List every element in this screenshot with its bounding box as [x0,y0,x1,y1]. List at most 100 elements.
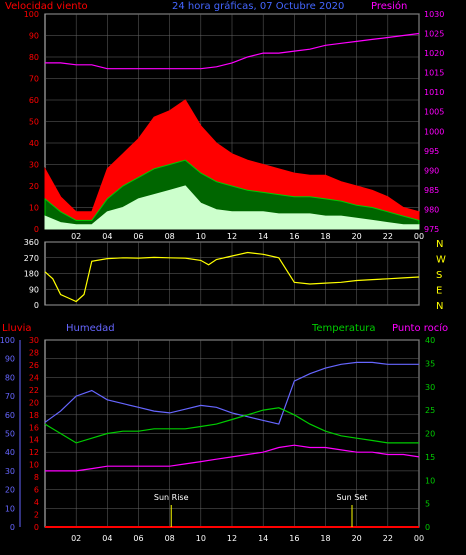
humidity-tick-label: 70 [5,392,15,401]
hour-tick-label: 06 [133,232,143,241]
humidity-tick-label: 0 [10,523,15,532]
pressure-tick-label: 1015 [424,69,444,78]
rain-tick-label: 12 [29,448,39,457]
humidity-tick-label: 10 [5,504,15,513]
chart-title: 24 hora gráficas, 07 Octubre 2020 [172,0,344,12]
hour-tick-label: 12 [227,534,237,543]
temperature-tick-label: 0 [425,523,430,532]
rain-tick-label: 4 [34,498,39,507]
pressure-tick-label: 1030 [424,10,444,19]
hour-tick-label: 02 [71,534,81,543]
wind-tick-label: 20 [29,182,39,191]
rain-tick-label: 2 [34,511,39,520]
wind-tick-label: 30 [29,161,39,170]
hour-tick-label: 10 [196,232,206,241]
hour-tick-label: 00 [414,534,424,543]
rain-tick-label: 26 [29,361,39,370]
sun-event-label: Sun Rise [154,493,189,502]
hour-tick-label: 06 [133,534,143,543]
humidity-tick-label: 90 [5,355,15,364]
temperature-tick-label: 10 [425,476,435,485]
rain-tick-label: 18 [29,411,39,420]
hour-tick-label: 04 [102,232,112,241]
compass-label: N [436,239,443,250]
temperature-tick-label: 40 [425,336,435,345]
temperature-tick-label: 5 [425,500,430,509]
compass-label: S [436,270,442,281]
pressure-axis-label: Presión [371,0,407,12]
temperature-tick-label: 30 [425,383,435,392]
direction-tick-label: 0 [34,301,39,310]
wind-tick-label: 100 [24,10,39,19]
temperature-axis-label: Temperatura [311,323,376,334]
hour-tick-label: 16 [289,232,299,241]
hour-tick-label: 08 [165,534,175,543]
direction-tick-label: 360 [24,238,39,247]
pressure-tick-label: 985 [424,186,439,195]
temperature-line [44,407,419,444]
pressure-tick-label: 980 [424,205,439,214]
humidity-line [44,361,419,425]
pressure-tick-label: 990 [424,166,439,175]
pressure-tick-label: 1010 [424,88,444,97]
compass-label: N [436,301,443,312]
hour-tick-label: 14 [258,534,268,543]
hour-tick-label: 18 [320,232,330,241]
dewpoint-axis-label: Punto rocío [392,322,448,334]
hour-tick-label: 04 [102,534,112,543]
humidity-tick-label: 50 [5,430,15,439]
direction-tick-label: 180 [24,270,39,279]
rain-tick-label: 24 [29,373,39,382]
hour-tick-label: 20 [352,534,362,543]
compass-label: W [436,255,446,266]
dewpoint-line [45,444,420,472]
rain-tick-label: 20 [29,398,39,407]
rain-axis-label: Lluvia [2,323,32,334]
humidity-tick-label: 60 [5,411,15,420]
direction-tick-label: 270 [24,254,39,263]
pressure-tick-label: 995 [424,147,439,156]
pressure-tick-label: 1000 [424,127,444,136]
hour-tick-label: 08 [165,232,175,241]
hour-tick-label: 00 [414,232,424,241]
wind-tick-label: 90 [29,32,39,41]
temperature-tick-label: 15 [425,453,435,462]
pressure-tick-label: 1025 [424,30,444,39]
wind-axis-label: Velocidad viento [5,1,88,12]
humidity-tick-label: 40 [5,448,15,457]
humidity-tick-label: 100 [0,336,15,345]
pressure-line [45,32,420,70]
direction-tick-label: 90 [29,285,39,294]
rain-tick-label: 16 [29,423,39,432]
wind-tick-label: 50 [29,118,39,127]
rain-tick-label: 0 [34,523,39,532]
wind-direction-line [44,251,420,303]
sun-event-label: Sun Set [337,493,368,502]
compass-label: E [436,286,442,297]
pressure-tick-label: 975 [424,225,439,234]
hour-tick-label: 16 [289,534,299,543]
wind-tick-label: 0 [34,225,39,234]
hour-tick-label: 10 [196,534,206,543]
rain-tick-label: 22 [29,386,39,395]
wind-tick-label: 40 [29,139,39,148]
rain-tick-label: 28 [29,348,39,357]
temperature-tick-label: 35 [425,359,435,368]
rain-tick-label: 14 [29,436,39,445]
hour-tick-label: 18 [320,534,330,543]
pressure-tick-label: 1005 [424,108,444,117]
hour-tick-label: 22 [383,534,393,543]
humidity-tick-label: 20 [5,486,15,495]
humidity-tick-label: 30 [5,467,15,476]
rain-tick-label: 30 [29,336,39,345]
wind-tick-label: 60 [29,96,39,105]
hour-tick-label: 02 [71,232,81,241]
humidity-axis-label: Humedad [66,323,115,334]
wind-tick-label: 80 [29,53,39,62]
rain-tick-label: 10 [29,461,39,470]
hour-tick-label: 22 [383,232,393,241]
pressure-tick-label: 1020 [424,49,444,58]
wind-speed-area [44,185,420,230]
hour-tick-label: 20 [352,232,362,241]
